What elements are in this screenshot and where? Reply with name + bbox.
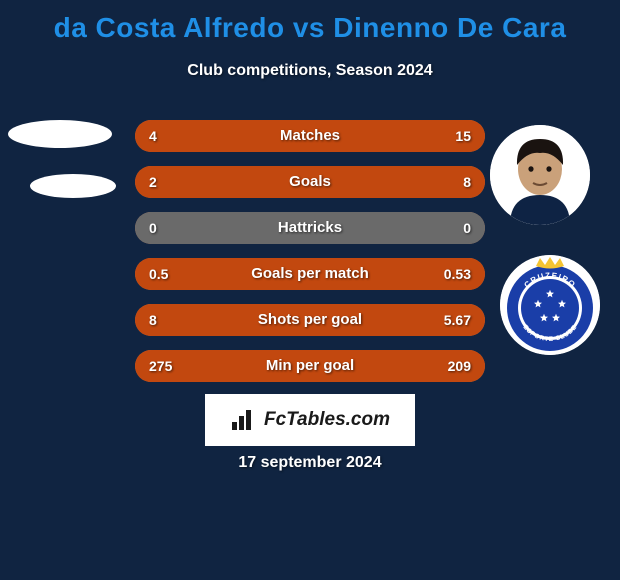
- left-crest-placeholder: [30, 174, 116, 198]
- stat-label: Goals per match: [135, 258, 485, 290]
- stat-row: 00Hattricks: [135, 212, 485, 244]
- stat-row: 415Matches: [135, 120, 485, 152]
- avatar-graphic: [490, 125, 590, 225]
- brand-bars-icon: [230, 408, 258, 432]
- subtitle: Club competitions, Season 2024: [0, 62, 620, 80]
- stats-bars: 415Matches 28Goals 00Hattricks 0.50.53Goals…: [135, 120, 485, 396]
- crest-graphic: CRUZEIRO ESPORTE CLUBE: [500, 255, 600, 355]
- stat-row: 85.67Shots per goal: [135, 304, 485, 336]
- date-label: 17 september 2024: [0, 454, 620, 472]
- comparison-card: da Costa Alfredo vs Dinenno De Cara Club…: [0, 0, 620, 580]
- brand-text: FcTables.com: [264, 409, 390, 431]
- left-avatar-placeholder: [8, 120, 112, 148]
- stat-row: 275209Min per goal: [135, 350, 485, 382]
- stat-label: Goals: [135, 166, 485, 198]
- right-player-avatar: [490, 125, 590, 225]
- stat-label: Matches: [135, 120, 485, 152]
- stat-label: Min per goal: [135, 350, 485, 382]
- left-player-placeholder: [8, 120, 118, 224]
- page-title: da Costa Alfredo vs Dinenno De Cara: [0, 12, 620, 44]
- right-club-crest: CRUZEIRO ESPORTE CLUBE: [500, 255, 600, 355]
- stat-label: Shots per goal: [135, 304, 485, 336]
- brand-pill: FcTables.com: [205, 394, 415, 446]
- stat-label: Hattricks: [135, 212, 485, 244]
- stat-row: 28Goals: [135, 166, 485, 198]
- stat-row: 0.50.53Goals per match: [135, 258, 485, 290]
